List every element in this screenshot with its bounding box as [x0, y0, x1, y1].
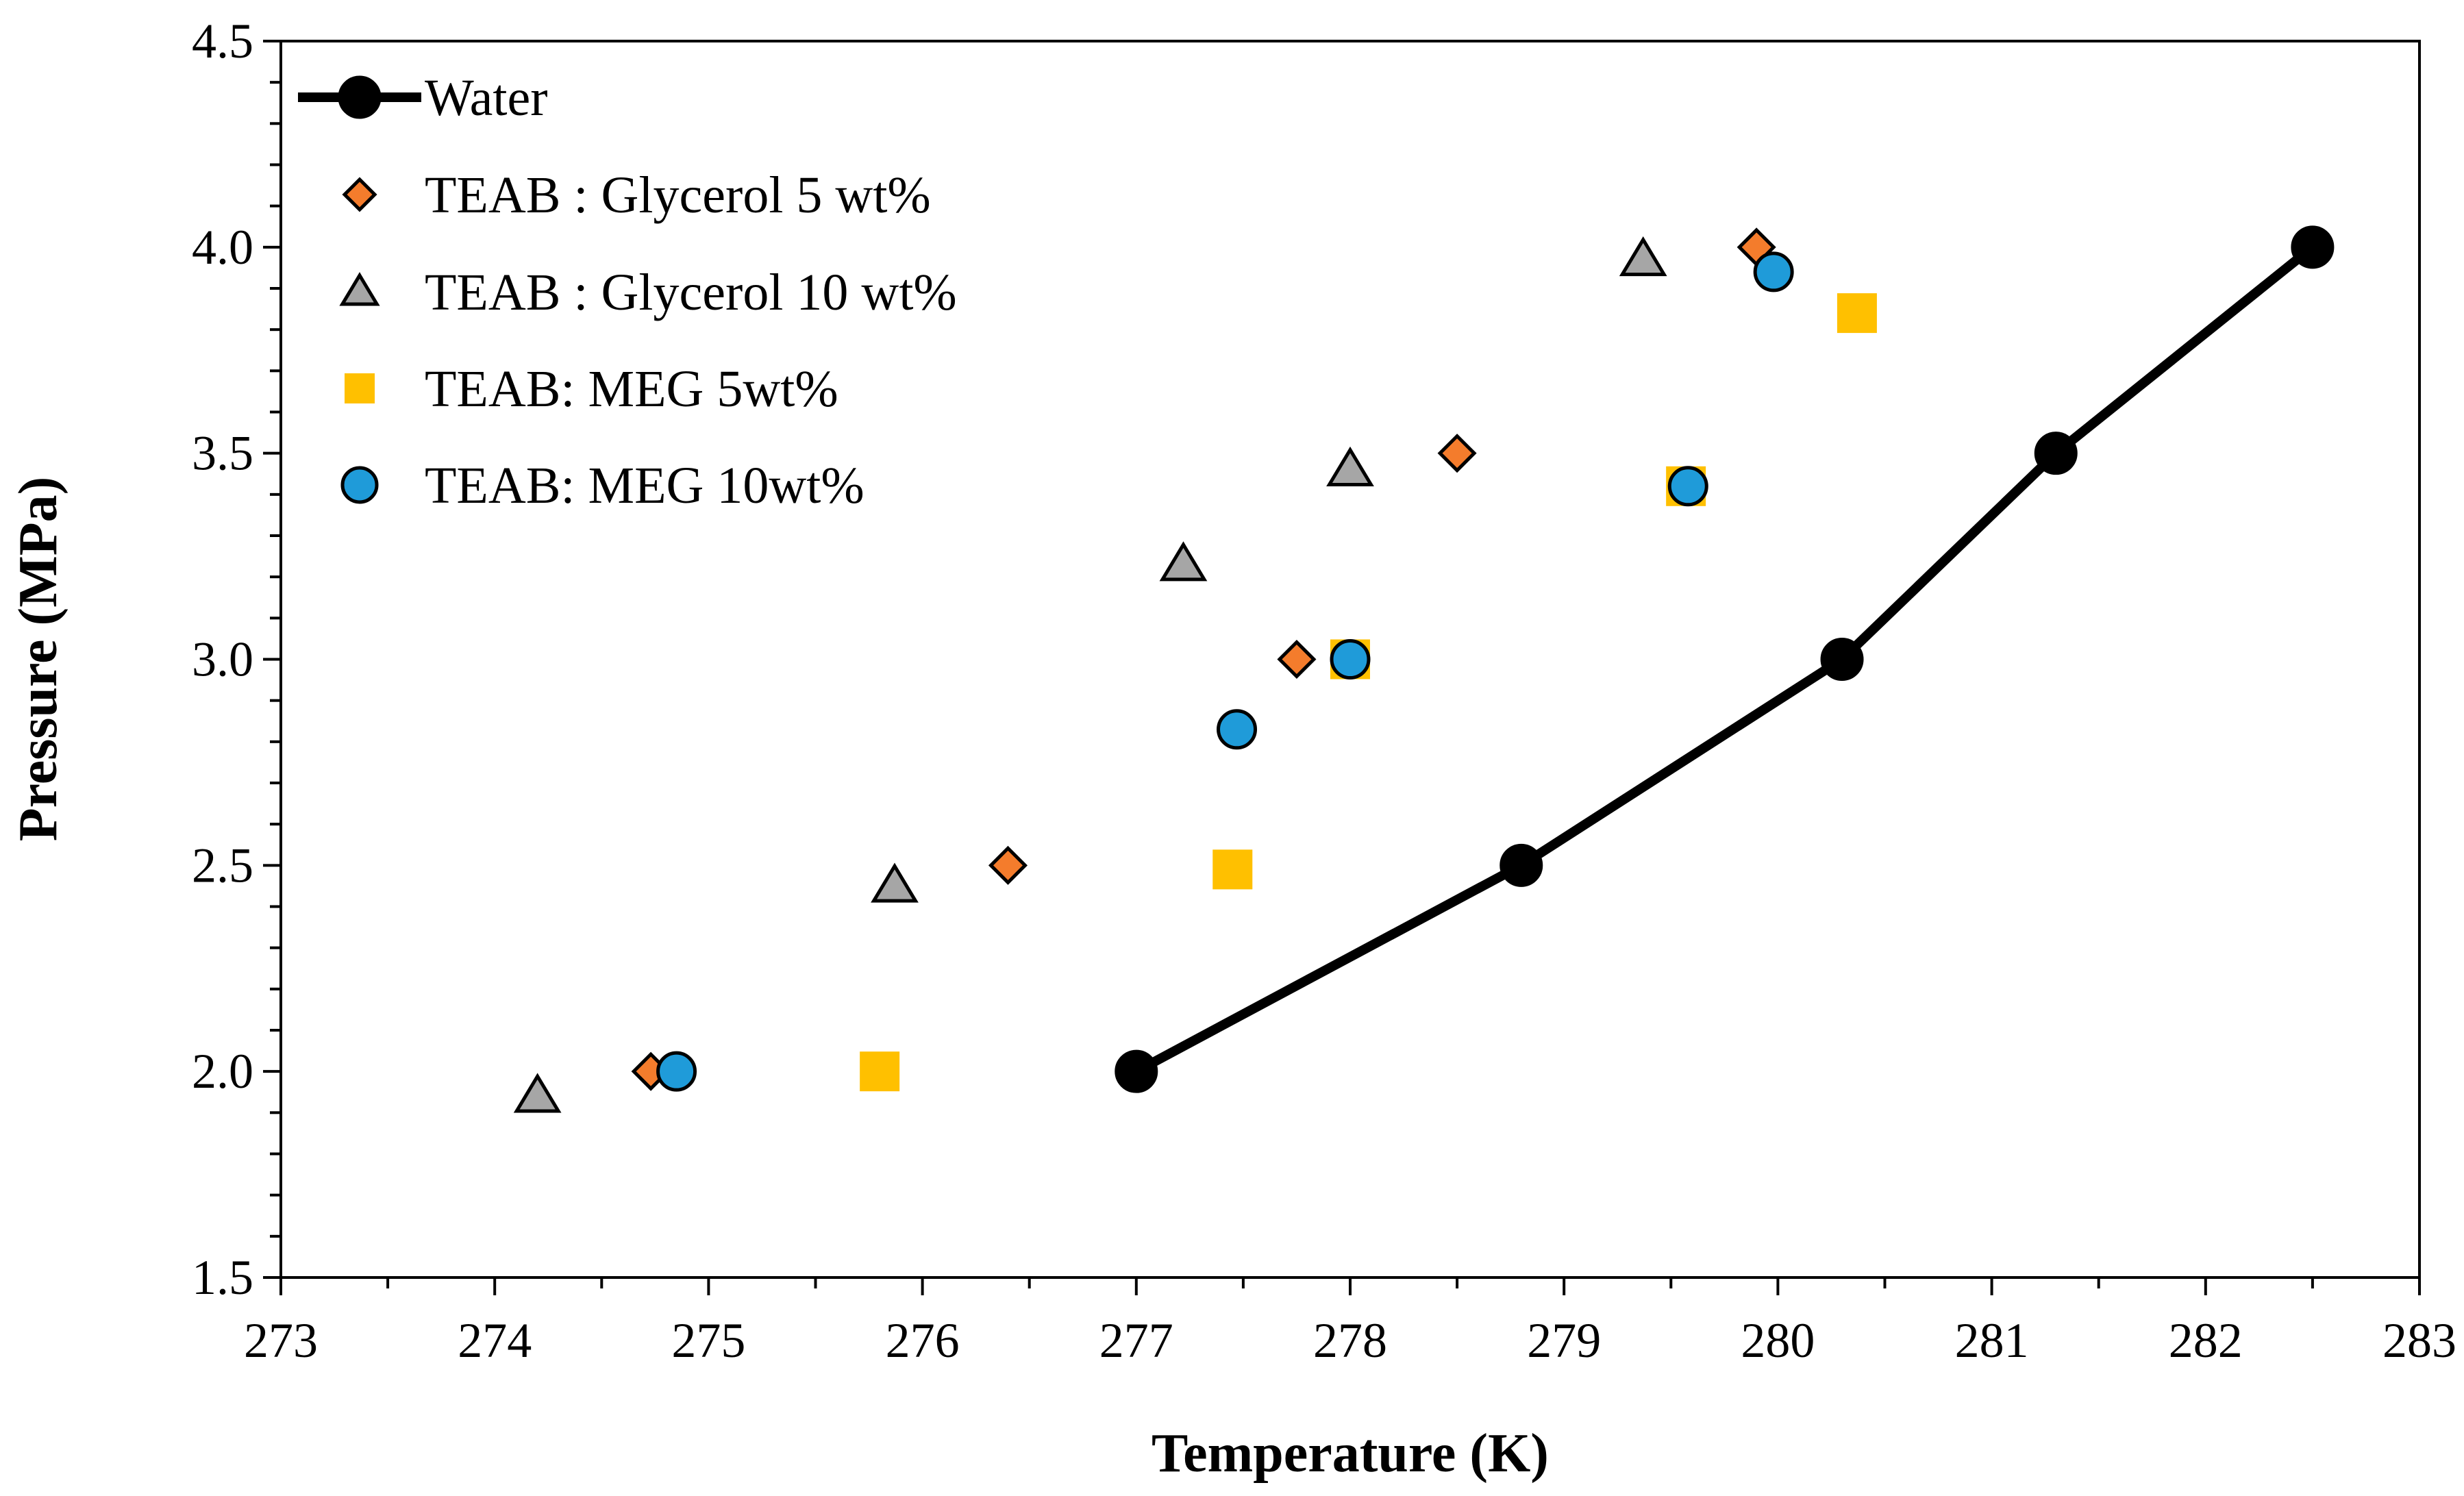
legend-label: TEAB: MEG 5wt% [425, 360, 838, 418]
x-tick-label: 281 [1955, 1313, 2029, 1368]
x-axis: 273 274 275 276 277 278 279 280 281 282 283 [244, 1277, 2456, 1368]
x-axis-title: Temperature (K) [1152, 1423, 1549, 1484]
x-tick-label: 278 [1313, 1313, 1387, 1368]
legend-marker [345, 373, 375, 403]
series-1 [631, 227, 1776, 1091]
triangle-point [871, 862, 919, 903]
legend-item-3: TEAB: MEG 5wt% [345, 360, 838, 418]
square-point [1212, 849, 1253, 890]
x-tick-label: 275 [671, 1313, 745, 1368]
legend-label: TEAB: MEG 10wt% [425, 457, 864, 514]
square-point [1837, 293, 1877, 334]
x-tick-label: 273 [244, 1313, 318, 1368]
legend-marker [340, 466, 379, 504]
legend-label: TEAB : Glycerol 10 wt% [425, 264, 957, 321]
x-tick-label: 279 [1527, 1313, 1601, 1368]
series-layer [513, 225, 2335, 1113]
water-point [1115, 1049, 1158, 1093]
x-tick-label: 277 [1099, 1313, 1173, 1368]
legend-item-4: TEAB: MEG 10wt% [340, 457, 864, 514]
y-tick-label: 3.0 [192, 632, 253, 687]
triangle-point [1619, 236, 1667, 277]
legend-label: TEAB : Glycerol 5 wt% [425, 166, 931, 224]
diamond-point [1277, 639, 1317, 680]
water-point [1820, 638, 1864, 681]
legend: Water TEAB : Glycerol 5 wt% TEAB : Glycero… [298, 69, 957, 514]
series-2 [513, 236, 1667, 1113]
diamond-point [1437, 434, 1477, 473]
series-3 [860, 293, 1877, 1092]
legend-marker [339, 272, 380, 306]
legend-marker [342, 177, 377, 212]
triangle-point [1326, 446, 1374, 486]
legend-label: Water [425, 69, 548, 127]
y-axis-title: Pressure (MPa) [8, 477, 69, 841]
water-point [2034, 432, 2078, 475]
circle-point [1667, 466, 1708, 507]
legend-item-2: TEAB : Glycerol 10 wt% [339, 264, 957, 321]
water-point [1499, 843, 1543, 887]
x-tick-label: 283 [2382, 1313, 2456, 1368]
y-tick-label: 4.0 [192, 220, 253, 275]
legend-marker [338, 75, 382, 119]
y-tick-label: 2.0 [192, 1044, 253, 1099]
x-tick-label: 276 [886, 1313, 960, 1368]
y-tick-label: 3.5 [192, 426, 253, 481]
circle-point [1753, 251, 1794, 292]
legend-item-1: TEAB : Glycerol 5 wt% [342, 166, 931, 224]
triangle-point [1159, 541, 1208, 582]
x-tick-label: 274 [458, 1313, 532, 1368]
diamond-point [988, 845, 1028, 885]
circle-point [1330, 639, 1371, 680]
x-tick-label: 282 [2169, 1313, 2243, 1368]
square-point [860, 1051, 900, 1092]
y-tick-label: 4.5 [192, 14, 253, 68]
y-tick-label: 1.5 [192, 1250, 253, 1305]
circle-point [656, 1051, 697, 1092]
legend-item-0: Water [298, 69, 548, 127]
series-0 [1115, 225, 2335, 1093]
x-tick-label: 280 [1741, 1313, 1815, 1368]
y-axis: 1.5 2.0 2.5 3.0 3.5 4.0 4.5 [192, 14, 281, 1305]
y-tick-label: 2.5 [192, 838, 253, 893]
water-point [2291, 225, 2335, 269]
triangle-point [513, 1073, 562, 1113]
circle-point [1217, 709, 1258, 750]
series-4 [656, 251, 1794, 1092]
